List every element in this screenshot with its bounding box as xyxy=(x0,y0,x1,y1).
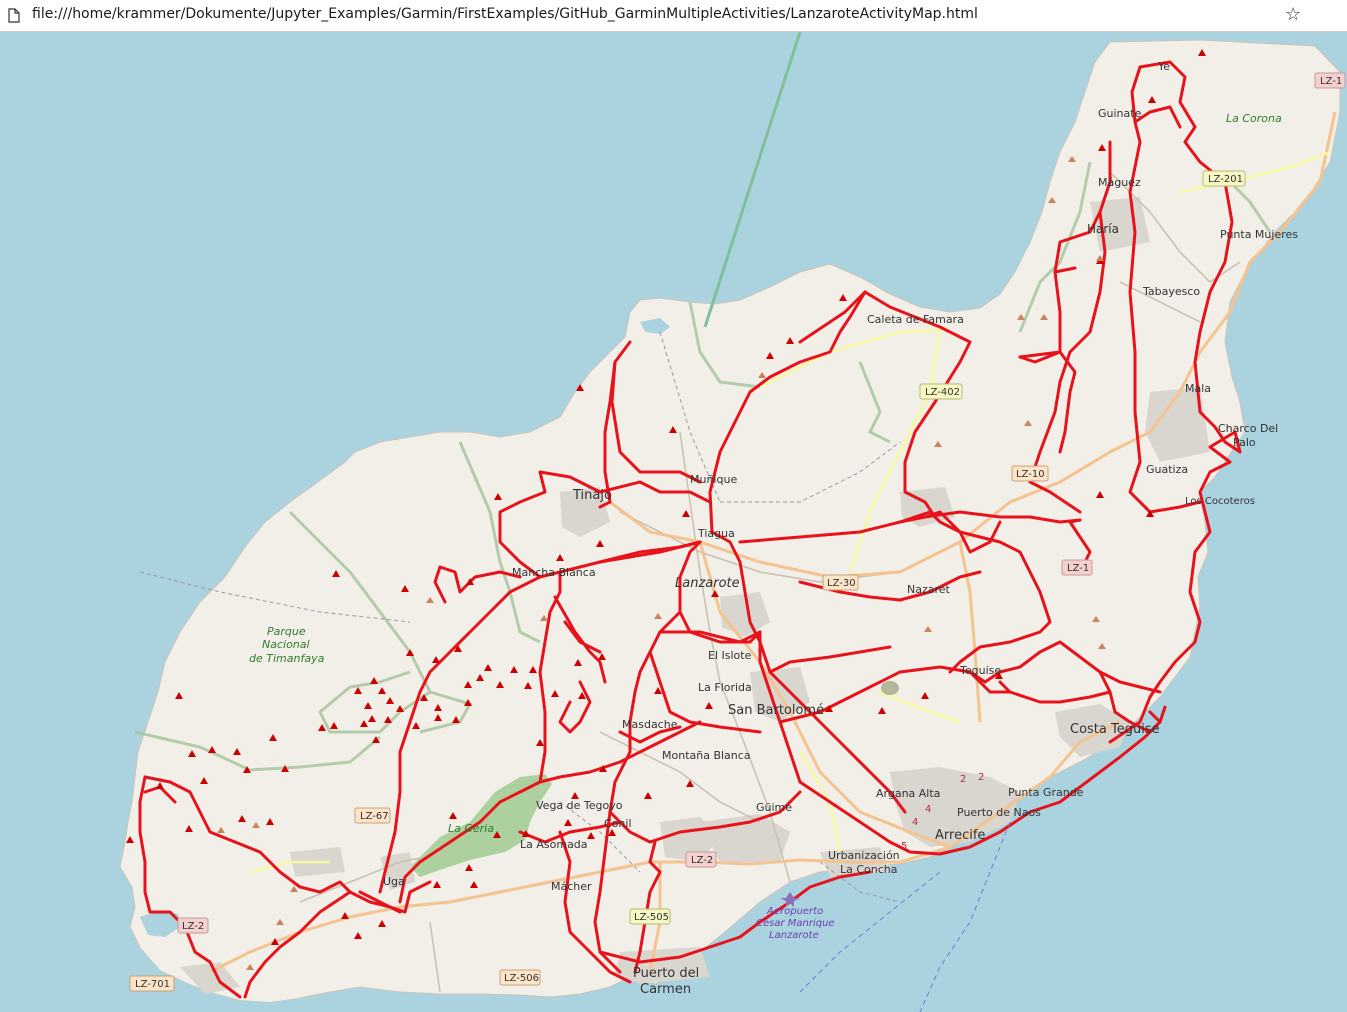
svg-text:Teguise: Teguise xyxy=(959,664,1001,677)
lagoon xyxy=(140,910,180,937)
svg-text:Palo: Palo xyxy=(1233,436,1256,449)
svg-text:Mala: Mala xyxy=(1185,382,1211,395)
svg-text:LZ-67: LZ-67 xyxy=(360,811,389,822)
url-text[interactable]: file:///home/krammer/Dokumente/Jupyter_E… xyxy=(32,6,978,22)
svg-text:LZ-402: LZ-402 xyxy=(925,387,960,398)
svg-text:Argana Alta: Argana Alta xyxy=(876,787,940,800)
svg-text:de Timanfaya: de Timanfaya xyxy=(249,652,325,665)
park-boundaries xyxy=(134,161,1272,772)
svg-text:2: 2 xyxy=(978,772,984,783)
svg-text:San Bartolomé: San Bartolomé xyxy=(728,703,824,718)
svg-text:Caleta de Famara: Caleta de Famara xyxy=(867,313,964,326)
reservoir xyxy=(881,681,899,695)
svg-text:Punta Grande: Punta Grande xyxy=(1008,786,1084,799)
svg-text:Carmen: Carmen xyxy=(640,982,691,997)
svg-text:LZ-505: LZ-505 xyxy=(634,912,669,923)
svg-text:Tinajo: Tinajo xyxy=(572,488,612,503)
svg-text:LZ-201: LZ-201 xyxy=(1208,174,1243,185)
svg-text:2: 2 xyxy=(960,774,966,785)
svg-text:LZ-1: LZ-1 xyxy=(1067,563,1089,574)
svg-text:4: 4 xyxy=(912,817,918,828)
la-geria-area xyxy=(410,774,552,877)
svg-text:La Concha: La Concha xyxy=(840,863,898,876)
svg-text:Uga: Uga xyxy=(383,875,405,888)
svg-text:El Islote: El Islote xyxy=(708,649,752,662)
ferry-line xyxy=(703,32,802,328)
svg-text:Aeropuerto: Aeropuerto xyxy=(766,906,823,917)
svg-text:Charco Del: Charco Del xyxy=(1218,422,1278,435)
svg-text:Muñique: Muñique xyxy=(690,473,737,486)
svg-text:LZ-1: LZ-1 xyxy=(1320,76,1342,87)
svg-text:La Florida: La Florida xyxy=(698,681,752,694)
svg-text:Punta Mujeres: Punta Mujeres xyxy=(1220,228,1298,241)
sea-routes xyxy=(799,821,1011,1012)
page-icon xyxy=(8,8,20,23)
dashed-boundaries xyxy=(139,331,901,903)
svg-text:La Geria: La Geria xyxy=(448,822,494,835)
svg-text:Arrecife: Arrecife xyxy=(935,828,985,843)
svg-text:Ye: Ye xyxy=(1157,60,1170,73)
svg-text:La Asomada: La Asomada xyxy=(520,838,588,851)
svg-text:Tiagua: Tiagua xyxy=(697,527,735,540)
activity-tracks xyxy=(138,60,1242,999)
peak-markers xyxy=(217,156,1106,970)
svg-text:Vega de Tegoyo: Vega de Tegoyo xyxy=(536,799,623,812)
svg-text:Tabayesco: Tabayesco xyxy=(1142,285,1200,298)
svg-text:Los Cocoteros: Los Cocoteros xyxy=(1185,496,1255,507)
svg-text:LZ-701: LZ-701 xyxy=(135,979,170,990)
svg-text:LZ-10: LZ-10 xyxy=(1016,469,1045,480)
lagoon-north xyxy=(640,318,670,334)
south-coast-fill xyxy=(140,912,300,1002)
svg-text:Lanzarote: Lanzarote xyxy=(769,930,819,941)
svg-text:Güime: Güime xyxy=(756,801,792,814)
svg-text:Urbanización: Urbanización xyxy=(828,849,900,862)
svg-text:Nazaret: Nazaret xyxy=(907,583,951,596)
star-icon[interactable]: ☆ xyxy=(1285,4,1302,25)
map-view[interactable]: LZ-1 LZ-201 LZ-402 LZ-10 LZ-30 LZ-1 LZ-6… xyxy=(0,32,1347,1012)
svg-text:Mancha Blanca: Mancha Blanca xyxy=(512,566,596,579)
svg-text:Costa Teguise: Costa Teguise xyxy=(1070,722,1160,737)
svg-text:LZ-30: LZ-30 xyxy=(827,578,856,589)
svg-text:Haría: Haría xyxy=(1087,222,1119,236)
svg-text:César Manrique: César Manrique xyxy=(756,917,835,929)
svg-text:Nacional: Nacional xyxy=(262,638,310,651)
svg-text:Masdache: Masdache xyxy=(622,718,678,731)
svg-text:5: 5 xyxy=(901,841,907,852)
svg-text:Lanzarote: Lanzarote xyxy=(675,576,740,591)
poi-markers xyxy=(126,49,1206,945)
svg-text:Puerto del: Puerto del xyxy=(633,966,699,981)
svg-text:Máguez: Máguez xyxy=(1098,176,1141,189)
svg-text:Guinate: Guinate xyxy=(1098,107,1142,120)
airport-icon xyxy=(780,892,800,907)
road-numbers: 2 2 4 4 5 xyxy=(901,772,984,852)
svg-text:La Corona: La Corona xyxy=(1226,112,1282,125)
place-labels: Ye Guinate La Corona Máguez Haría Punta … xyxy=(249,60,1298,997)
svg-text:4: 4 xyxy=(925,804,931,815)
svg-text:LZ-506: LZ-506 xyxy=(504,973,539,984)
road-shields: LZ-1 LZ-201 LZ-402 LZ-10 LZ-30 LZ-1 LZ-6… xyxy=(129,72,1346,992)
svg-text:Puerto de Naos: Puerto de Naos xyxy=(957,806,1041,819)
svg-text:Guatiza: Guatiza xyxy=(1146,463,1188,476)
svg-text:Conil: Conil xyxy=(604,817,632,830)
browser-url-bar[interactable]: file:///home/krammer/Dokumente/Jupyter_E… xyxy=(0,0,1347,32)
svg-text:Parque: Parque xyxy=(267,625,306,638)
svg-text:LZ-2: LZ-2 xyxy=(691,855,713,866)
svg-text:Montaña Blanca: Montaña Blanca xyxy=(662,749,751,762)
svg-text:LZ-2: LZ-2 xyxy=(182,921,204,932)
svg-text:Mácher: Mácher xyxy=(551,880,592,893)
